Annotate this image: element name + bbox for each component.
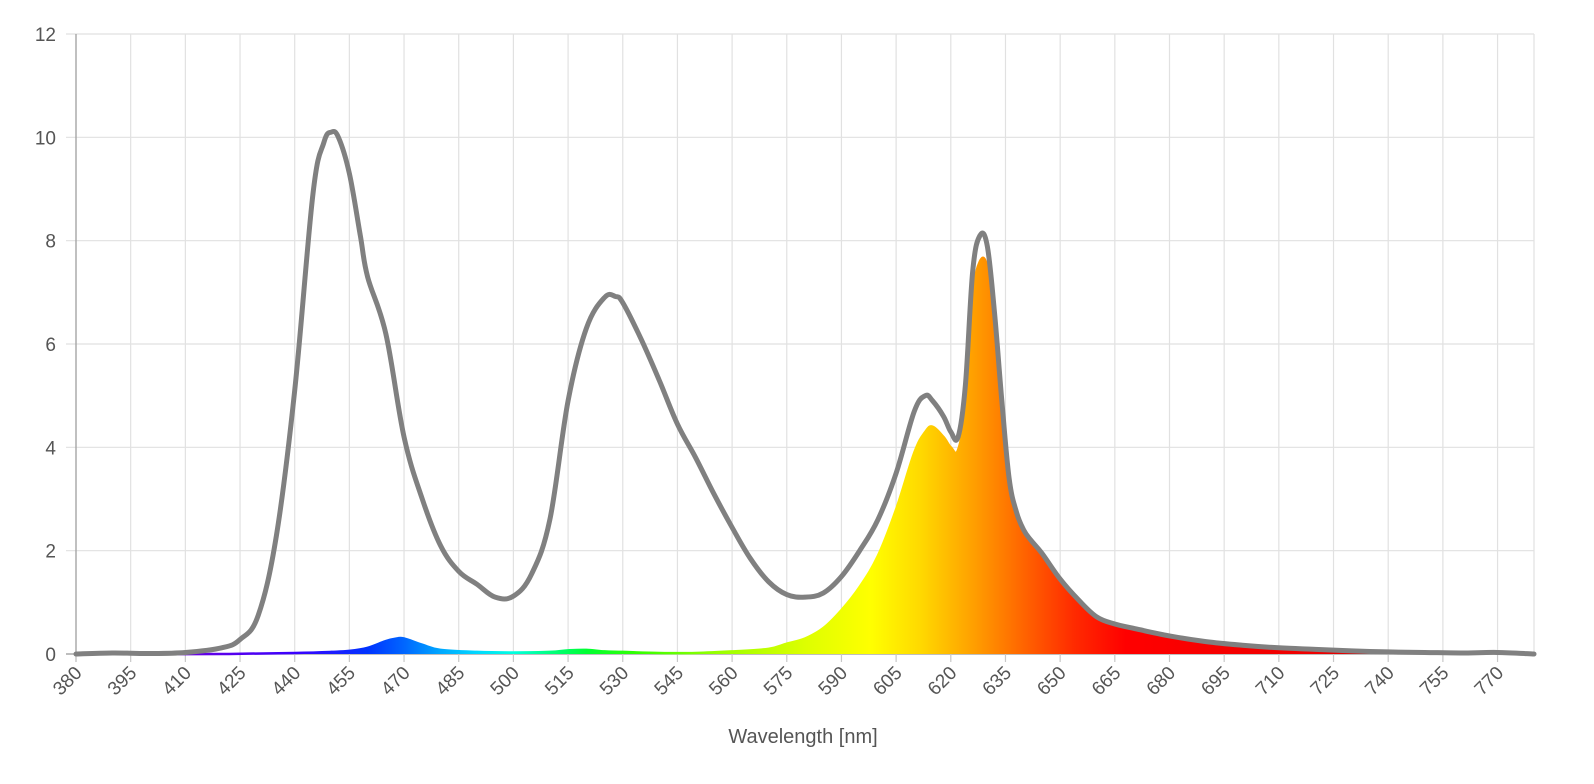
x-tick-label: 740 [1361, 663, 1398, 700]
y-tick-labels: 0 2 4 6 8 10 12 [35, 25, 57, 666]
y-tick-label: 10 [35, 128, 56, 149]
y-tick-label: 12 [35, 25, 56, 46]
x-tick-label: 575 [760, 663, 797, 700]
x-tick-label: 665 [1088, 663, 1125, 700]
x-tick-label: 755 [1416, 663, 1453, 700]
x-tick-label: 605 [869, 663, 906, 700]
x-tick-label: 380 [49, 663, 86, 700]
x-tick-label: 470 [377, 663, 414, 700]
y-tick-label: 8 [45, 232, 56, 253]
x-tick-label: 410 [159, 663, 196, 700]
x-tick-label: 620 [924, 663, 961, 700]
x-tick-label: 515 [541, 663, 578, 700]
x-tick-label: 770 [1471, 663, 1508, 700]
x-tick-label: 695 [1197, 663, 1234, 700]
x-tick-label: 710 [1252, 663, 1289, 700]
outline-layer [73, 128, 1537, 657]
x-tick-label: 725 [1307, 663, 1344, 700]
x-axis-title: Wavelength [nm] [728, 726, 877, 748]
x-tick-label: 395 [104, 663, 141, 700]
y-tick-label: 4 [45, 438, 56, 459]
x-tick-label: 440 [268, 663, 305, 700]
x-tick-label: 530 [596, 663, 633, 700]
x-tick-label: 635 [979, 663, 1016, 700]
x-tick-label: 650 [1033, 663, 1070, 700]
y-tick-label: 2 [45, 542, 56, 563]
x-tick-label: 455 [323, 663, 360, 700]
x-tick-label: 425 [213, 663, 250, 700]
x-tick-label: 545 [651, 663, 688, 700]
x-tick-label: 500 [487, 663, 524, 700]
y-tick-label: 0 [45, 645, 56, 666]
spectrum-outline-line [73, 128, 1537, 657]
grid [66, 33, 1535, 655]
x-tick-labels: 380 395 410 425 440 455 470 485 500 515 530 545 560 5… [49, 663, 1508, 700]
x-tick-label: 590 [815, 663, 852, 700]
y-tick-label: 6 [45, 335, 56, 356]
x-tick-label: 560 [705, 663, 742, 700]
x-tick-label: 485 [432, 663, 469, 700]
x-tick-label: 680 [1143, 663, 1180, 700]
axes [66, 34, 1534, 662]
